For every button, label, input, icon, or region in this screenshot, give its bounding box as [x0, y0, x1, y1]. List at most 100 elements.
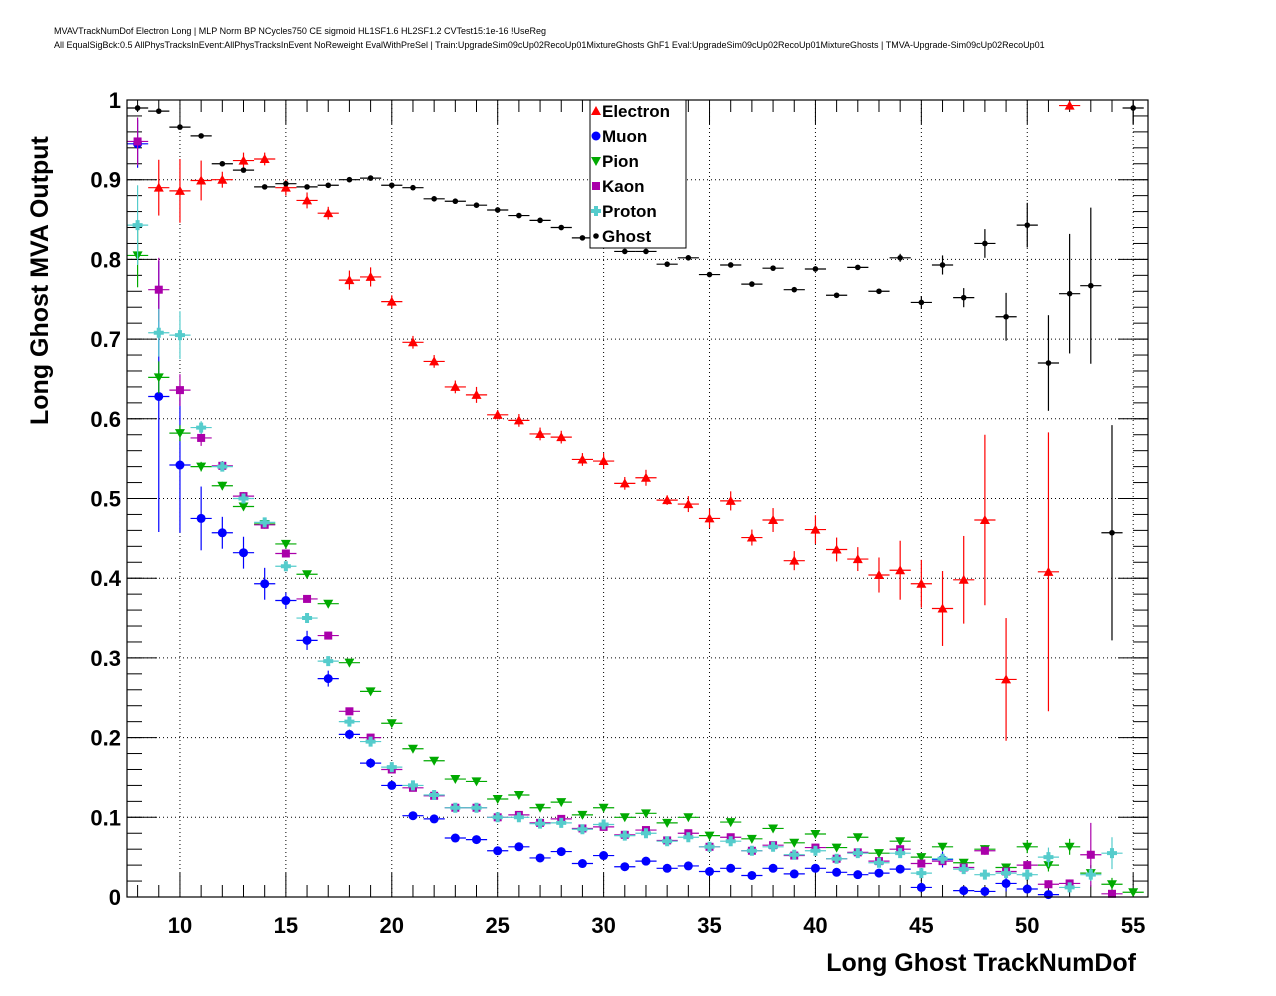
data-point	[876, 288, 882, 295]
data-point	[492, 794, 503, 804]
data-point	[1064, 882, 1075, 893]
data-point	[706, 271, 713, 278]
data-point	[662, 495, 673, 505]
data-point	[685, 255, 692, 261]
data-point	[153, 327, 164, 338]
data-point	[365, 271, 376, 281]
data-point	[725, 818, 736, 828]
data-point	[323, 674, 333, 684]
data-point	[556, 817, 567, 828]
data-point	[1130, 105, 1136, 111]
data-point	[960, 294, 967, 301]
data-point	[153, 373, 164, 383]
data-point	[1109, 529, 1115, 536]
data-point	[175, 460, 185, 470]
data-point	[683, 861, 693, 871]
x-axis-label: Long Ghost TrackNumDof	[826, 949, 1136, 977]
data-point	[980, 886, 990, 896]
y-axis-label: Long Ghost MVA Output	[26, 136, 54, 425]
data-point	[579, 235, 586, 241]
data-point	[577, 810, 588, 820]
data-point	[1022, 869, 1033, 880]
y-tick-label: 0.7	[90, 327, 121, 352]
data-point	[683, 832, 694, 843]
y-tick-label: 1	[109, 88, 121, 113]
data-point	[1086, 850, 1095, 859]
data-point	[1107, 889, 1116, 898]
legend-marker-pion	[591, 157, 601, 166]
data-point	[619, 813, 630, 823]
data-point	[471, 389, 482, 399]
data-point	[471, 802, 482, 813]
data-point	[873, 857, 884, 868]
legend-label-ghost: Ghost	[602, 227, 651, 246]
data-point	[513, 415, 524, 425]
data-point	[831, 544, 842, 554]
data-point	[897, 255, 903, 261]
data-point	[471, 777, 482, 787]
data-point	[260, 579, 270, 589]
data-point	[1085, 869, 1096, 880]
data-point	[452, 198, 459, 205]
data-point	[1003, 313, 1009, 320]
data-point	[303, 594, 312, 603]
data-point	[556, 847, 566, 857]
data-point	[664, 261, 670, 267]
data-point	[1044, 880, 1053, 889]
data-point	[577, 824, 588, 835]
data-point	[789, 555, 800, 565]
data-point	[197, 433, 206, 442]
data-point	[365, 687, 376, 697]
data-point	[281, 549, 290, 558]
data-point	[407, 337, 418, 347]
data-point	[641, 856, 651, 866]
data-point	[259, 153, 270, 163]
data-point	[238, 502, 249, 512]
data-point	[895, 848, 906, 859]
data-point	[768, 863, 778, 873]
data-point	[662, 818, 673, 828]
data-point	[789, 849, 800, 860]
data-point	[239, 548, 249, 558]
legend-marker-muon	[591, 131, 601, 141]
legend-marker-electron	[591, 106, 601, 115]
data-point	[177, 124, 183, 130]
data-point	[344, 716, 355, 727]
data-point	[346, 176, 353, 183]
data-point	[302, 570, 313, 580]
data-point	[323, 208, 334, 218]
data-point	[810, 524, 821, 534]
x-tick-label: 35	[697, 913, 721, 938]
data-point	[854, 264, 861, 271]
data-point	[344, 658, 355, 668]
x-tick-label: 50	[1015, 913, 1039, 938]
data-point	[1023, 861, 1032, 870]
data-point	[640, 828, 651, 839]
data-point	[1001, 674, 1012, 684]
data-point	[535, 803, 546, 813]
data-point	[304, 184, 310, 190]
data-point	[155, 108, 162, 114]
y-tick-label: 0.9	[90, 168, 121, 193]
data-point	[789, 838, 800, 848]
data-point	[662, 836, 673, 847]
data-point	[958, 574, 969, 584]
series-proton	[127, 185, 1123, 893]
data-point	[958, 858, 969, 868]
data-point	[747, 870, 757, 880]
series-ghost	[127, 100, 1144, 641]
data-point	[388, 182, 395, 189]
data-point	[768, 824, 779, 834]
data-point	[705, 866, 715, 876]
data-point	[174, 185, 185, 195]
data-point	[916, 868, 927, 879]
data-point	[937, 842, 948, 852]
data-point	[725, 495, 736, 505]
data-point	[1045, 360, 1052, 366]
data-point	[431, 196, 437, 202]
data-point	[918, 299, 925, 306]
data-point	[895, 864, 905, 874]
data-point	[749, 281, 755, 287]
data-point	[704, 841, 715, 852]
data-point	[535, 428, 546, 438]
